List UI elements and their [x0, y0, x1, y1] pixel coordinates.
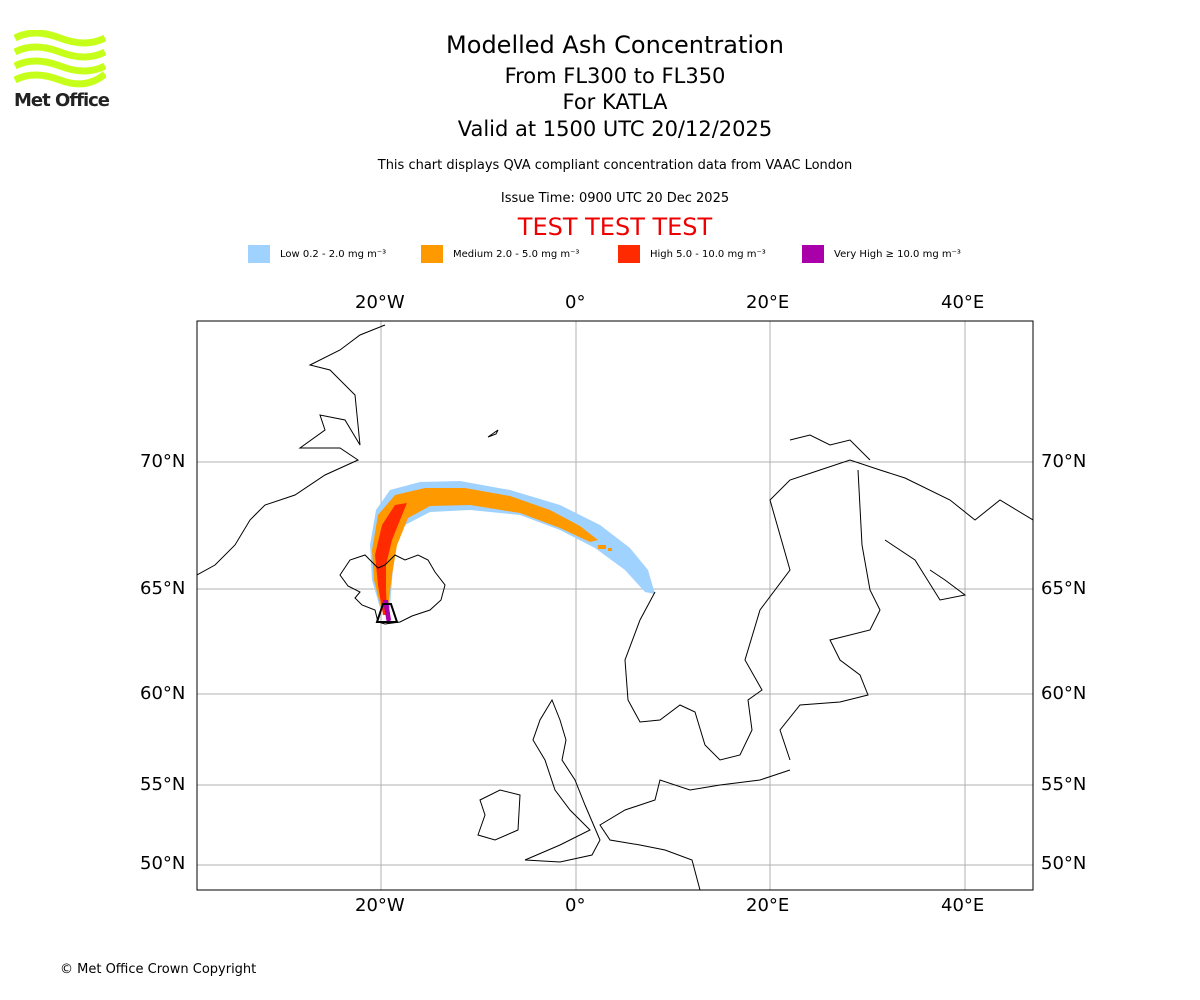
map-frame: [196, 320, 1034, 891]
lon-tick-top: 20°E: [746, 292, 790, 313]
lat-tick-left: 65°N: [140, 578, 186, 599]
lon-tick-top: 0°: [565, 292, 586, 313]
legend-item-low: Low 0.2 - 2.0 mg m⁻³: [248, 245, 386, 263]
lon-tick-bottom: 0°: [565, 895, 586, 916]
lat-tick-right: 70°N: [1041, 451, 1087, 472]
legend-swatch: [421, 245, 443, 263]
met-office-logo-icon: [14, 30, 106, 88]
test-banner: TEST TEST TEST: [517, 213, 713, 241]
plume-very-high: [383, 600, 391, 624]
continent-coast: [599, 769, 791, 890]
lat-tick-left: 55°N: [140, 774, 186, 795]
scandinavia-coast: [624, 459, 1033, 761]
britain-coast: [524, 698, 601, 863]
lon-tick-top: 20°W: [355, 292, 405, 313]
lon-tick-bottom: 40°E: [941, 895, 985, 916]
volcano-name: For KATLA: [562, 90, 668, 114]
greenland-coast: [197, 324, 386, 576]
ash-plume: [370, 481, 655, 624]
legend-item-very-high: Very High ≥ 10.0 mg m⁻³: [802, 245, 961, 263]
legend-item-medium: Medium 2.0 - 5.0 mg m⁻³: [421, 245, 579, 263]
lat-tick-left: 60°N: [140, 683, 186, 704]
lon-tick-top: 40°E: [941, 292, 985, 313]
lat-tick-right: 65°N: [1041, 578, 1087, 599]
legend-swatch: [802, 245, 824, 263]
subtitle: This chart displays QVA compliant concen…: [377, 158, 853, 173]
flight-levels: From FL300 to FL350: [504, 64, 726, 88]
legend-label: Low 0.2 - 2.0 mg m⁻³: [280, 248, 387, 260]
legend-swatch: [618, 245, 640, 263]
svalbard-island: [789, 434, 871, 461]
lat-tick-left: 70°N: [140, 451, 186, 472]
jan-mayen-coast: [487, 429, 499, 438]
plume-medium: [372, 488, 598, 608]
legend-item-high: High 5.0 - 10.0 mg m⁻³: [618, 245, 766, 263]
chart-title: Modelled Ash Concentration: [446, 31, 784, 59]
plume-medium-patch: [598, 545, 612, 551]
lon-tick-bottom: 20°W: [355, 895, 405, 916]
legend-label: Very High ≥ 10.0 mg m⁻³: [834, 248, 961, 260]
iceland-coast: [339, 554, 446, 625]
lat-tick-right: 55°N: [1041, 774, 1087, 795]
lat-tick-left: 50°N: [140, 853, 186, 874]
legend-label: High 5.0 - 10.0 mg m⁻³: [650, 248, 766, 260]
lat-tick-right: 60°N: [1041, 683, 1087, 704]
volcano-marker-icon: [375, 603, 399, 623]
plume-high: [375, 503, 407, 615]
ireland-coast: [477, 789, 521, 841]
graticule: [197, 321, 1033, 890]
legend-swatch: [248, 245, 270, 263]
kola-coast: [884, 539, 967, 601]
coastlines: [197, 324, 1033, 890]
lon-tick-bottom: 20°E: [746, 895, 790, 916]
lat-tick-right: 50°N: [1041, 853, 1087, 874]
met-office-logo-text: Met Office: [14, 90, 110, 111]
baltic-coast: [779, 469, 881, 761]
copyright: © Met Office Crown Copyright: [60, 962, 257, 977]
issue-time: Issue Time: 0900 UTC 20 Dec 2025: [500, 191, 730, 206]
legend-label: Medium 2.0 - 5.0 mg m⁻³: [453, 248, 580, 260]
valid-time: Valid at 1500 UTC 20/12/2025: [457, 117, 773, 141]
